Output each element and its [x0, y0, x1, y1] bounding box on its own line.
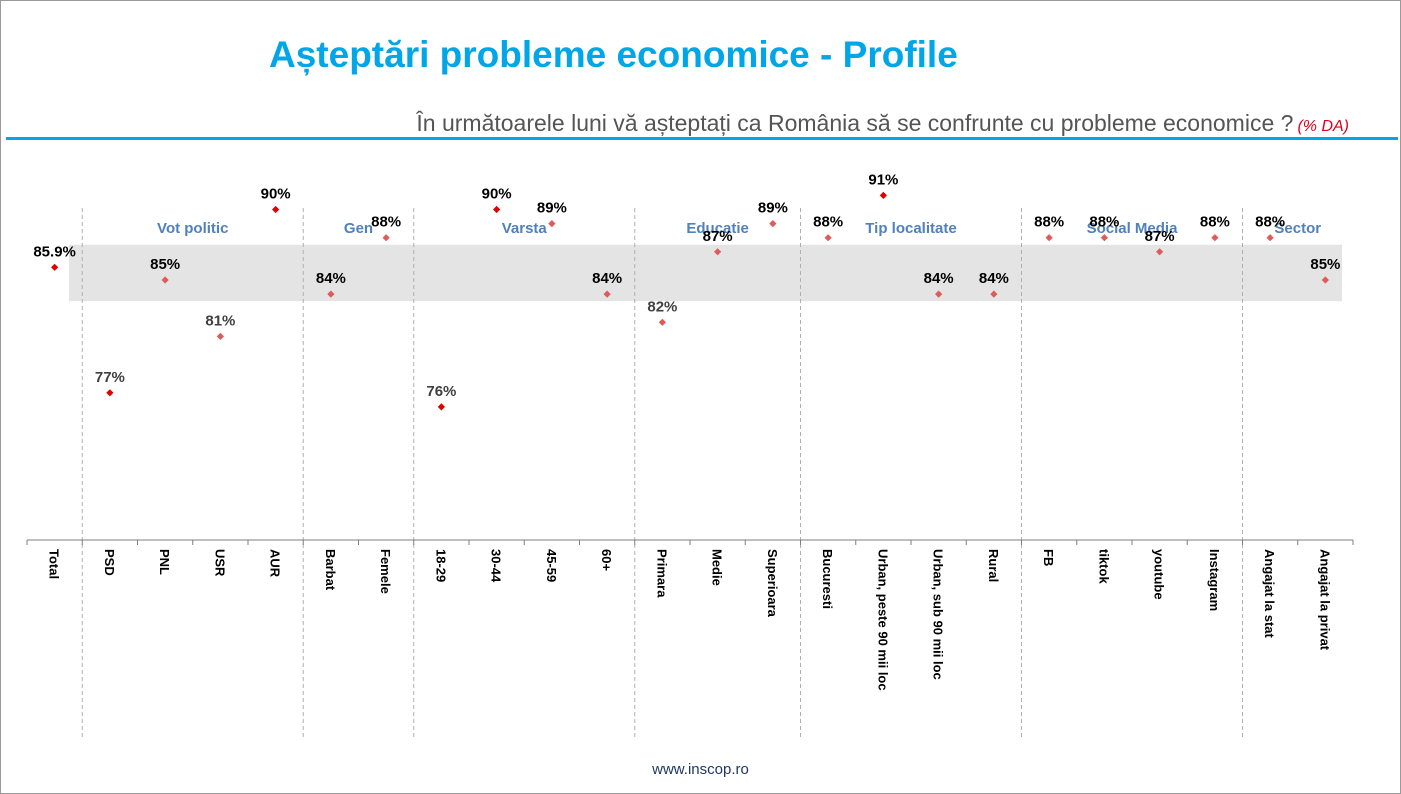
data-label-45-59: 89%	[537, 200, 567, 217]
data-label-instagram: 88%	[1200, 214, 1230, 231]
group-label-sector: Sector	[1274, 220, 1321, 237]
category-label-medie: Medie	[710, 549, 725, 586]
group-label-varsta: Varsta	[502, 220, 548, 237]
data-label-medie: 87%	[703, 228, 733, 245]
data-label-angajat-la-stat: 88%	[1255, 214, 1285, 231]
category-label-18-29: 18-29	[433, 549, 448, 582]
group-label-gen: Gen	[344, 220, 373, 237]
data-point-superioara	[769, 220, 777, 228]
data-point-45-59	[548, 220, 556, 228]
data-point-urban-peste-90-mii-loc	[879, 191, 887, 199]
data-point-30-44	[493, 205, 501, 214]
data-label-60: 84%	[592, 270, 622, 287]
group-label-social-media: Social Media	[1087, 220, 1179, 237]
data-point-psd	[106, 389, 114, 397]
data-label-pnl: 85%	[150, 256, 180, 273]
data-label-tiktok: 88%	[1089, 214, 1119, 231]
page-title: Așteptări probleme economice - Profile	[269, 34, 958, 75]
data-label-30-44: 90%	[482, 186, 512, 203]
category-label-tiktok: tiktok	[1096, 549, 1111, 584]
data-label-barbat: 84%	[316, 270, 346, 287]
data-label-fb: 88%	[1034, 214, 1064, 231]
data-point-bucuresti	[824, 234, 832, 242]
category-label-urban-sub-90-mii-loc: Urban, sub 90 mii loc	[931, 549, 946, 680]
data-label-usr: 81%	[205, 312, 235, 329]
category-label-pnl: PNL	[157, 549, 172, 575]
category-label-rural: Rural	[986, 549, 1001, 582]
category-label-superioara: Superioara	[765, 549, 780, 618]
data-label-urban-peste-90-mii-loc: 91%	[868, 171, 898, 188]
reference-band	[69, 244, 1342, 302]
data-label-bucuresti: 88%	[813, 214, 843, 231]
category-label-usr: USR	[212, 549, 227, 577]
data-label-angajat-la-privat: 85%	[1310, 256, 1340, 273]
data-point-medie	[714, 248, 722, 256]
data-point-instagram	[1211, 234, 1219, 242]
data-point-femele	[382, 234, 390, 242]
data-point-usr	[216, 332, 224, 340]
category-label-barbat: Barbat	[323, 549, 338, 591]
data-label-psd: 77%	[95, 369, 125, 386]
category-label-urban-peste-90-mii-loc: Urban, peste 90 mii loc	[875, 549, 890, 691]
category-label-45-59: 45-59	[544, 549, 559, 582]
data-label-rural: 84%	[979, 270, 1009, 287]
data-label-total: 85.9%	[33, 243, 76, 260]
data-label-18-29: 76%	[426, 383, 456, 400]
data-point-rural	[990, 290, 998, 298]
category-label-60: 60+	[599, 549, 614, 571]
title-divider	[6, 137, 1398, 140]
category-label-angajat-la-privat: Angajat la privat	[1317, 549, 1332, 651]
data-point-total	[51, 263, 59, 271]
category-label-femele: Femele	[378, 549, 393, 594]
category-label-psd: PSD	[102, 549, 117, 576]
data-point-urban-sub-90-mii-loc	[935, 290, 943, 298]
data-label-superioara: 89%	[758, 200, 788, 217]
data-point-18-29	[437, 403, 445, 411]
category-label-youtube: youtube	[1152, 549, 1167, 600]
group-label-tip-localitate: Tip localitate	[865, 220, 956, 237]
question-text-body: În următoarele luni vă așteptați ca Româ…	[416, 110, 1294, 136]
data-point-youtube	[1156, 248, 1164, 256]
data-label-aur: 90%	[261, 186, 291, 203]
data-point-pnl	[161, 276, 169, 284]
category-label-angajat-la-stat: Angajat la stat	[1262, 549, 1277, 639]
data-point-aur	[272, 205, 280, 214]
data-label-primara: 82%	[647, 298, 677, 315]
data-label-urban-sub-90-mii-loc: 84%	[924, 270, 954, 287]
data-point-angajat-la-stat	[1266, 234, 1274, 242]
question-text: În următoarele luni vă așteptați ca Româ…	[416, 110, 1349, 137]
data-point-angajat-la-privat	[1321, 276, 1329, 284]
data-point-fb	[1045, 234, 1053, 242]
category-label-total: Total	[47, 549, 62, 579]
data-point-60	[603, 290, 611, 298]
data-point-barbat	[327, 290, 335, 298]
group-label-vot-politic: Vot politic	[157, 220, 228, 237]
data-point-tiktok	[1100, 234, 1108, 242]
category-label-bucuresti: Bucuresti	[820, 549, 835, 609]
category-label-fb: FB	[1041, 549, 1056, 566]
data-label-youtube: 87%	[1145, 228, 1175, 245]
data-point-primara	[658, 318, 666, 326]
data-label-femele: 88%	[371, 214, 401, 231]
category-label-aur: AUR	[268, 549, 283, 578]
category-label-30-44: 30-44	[489, 549, 504, 583]
category-label-primara: Primara	[654, 549, 669, 598]
question-note: (% DA)	[1297, 118, 1349, 135]
category-label-instagram: Instagram	[1207, 549, 1222, 611]
footer-url[interactable]: www.inscop.ro	[652, 761, 749, 778]
group-label-educatie: Educatie	[686, 220, 749, 237]
